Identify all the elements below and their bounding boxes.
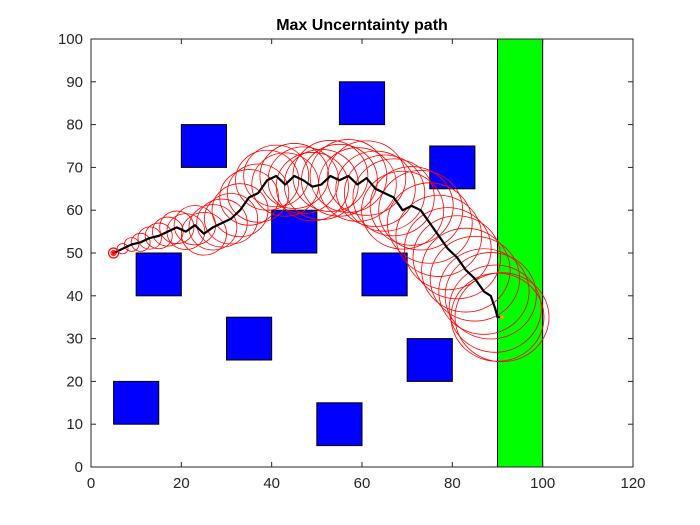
uncertainty-circle-5: [137, 226, 162, 250]
uncertainty-circle-27: [309, 139, 388, 213]
uncertainty-circle-32: [352, 158, 435, 237]
y-tick-label-40: 40: [66, 288, 83, 305]
uncertainty-circle-33: [361, 170, 445, 250]
robot-path: [113, 174, 503, 319]
uncertainty-circle-23: [275, 152, 349, 222]
obstacle-7: [226, 316, 273, 361]
x-tick-label-100: 100: [530, 475, 555, 492]
uncertainty-circle-40: [421, 227, 511, 313]
chart-title: Max Uncerntainty path: [276, 17, 448, 34]
uncertainty-circle-2: [116, 243, 129, 255]
goal-region: [497, 39, 544, 467]
y-tick-label-10: 10: [66, 416, 83, 433]
uncertainty-circle-44: [448, 264, 542, 353]
axis-ticks: 0 20 40 60 80 100 120 0 10 20 30 40 50 60 70 80 90 100: [58, 31, 646, 492]
y-tick-label-50: 50: [66, 245, 83, 262]
x-tick-label-20: 20: [173, 475, 190, 492]
y-tick-label-20: 20: [66, 373, 83, 390]
uncertainty-circle-18: [235, 149, 300, 211]
start-point: [111, 251, 116, 255]
y-tick-label-0: 0: [75, 459, 83, 476]
x-tick-label-120: 120: [620, 475, 645, 492]
uncertainty-circle-38: [404, 207, 492, 291]
obstacle-3: [429, 145, 476, 190]
uncertainty-circle-3: [124, 237, 140, 252]
y-tick-label-30: 30: [66, 331, 83, 348]
obstacle-2: [338, 81, 386, 126]
uncertainty-circle-34: [369, 166, 454, 246]
plot-content: [107, 39, 550, 467]
obstacle-9: [113, 380, 160, 425]
obstacle-10: [316, 402, 363, 447]
uncertainty-circle-4: [130, 232, 151, 252]
x-tick-label-0: 0: [87, 475, 95, 492]
obstacle-1: [180, 124, 227, 168]
uncertainty-circle-17: [227, 163, 290, 223]
uncertainty-circle-46: [454, 272, 550, 363]
uncertainty-circle-19: [243, 144, 310, 208]
end-marker: [500, 315, 505, 320]
obstacle-5: [135, 252, 182, 297]
y-tick-label-100: 100: [58, 31, 83, 48]
y-tick-label-60: 60: [66, 202, 83, 219]
x-tick-label-40: 40: [263, 475, 280, 492]
uncertainty-circle-43: [444, 252, 537, 340]
x-tick-label-80: 80: [444, 475, 461, 492]
uncertainty-circle-30: [335, 150, 416, 227]
uncertainty-circle-7: [152, 216, 184, 247]
uncertainty-circle-36: [386, 182, 473, 264]
start-marker: [107, 247, 120, 259]
uncertainty-circle-42: [438, 248, 530, 335]
uncertainty-circle-8: [159, 210, 195, 244]
uncertainty-circle-14: [203, 193, 259, 245]
uncertainty-circle-1: [110, 250, 117, 256]
y-tick-label-90: 90: [66, 74, 83, 91]
y-tick-label-80: 80: [66, 117, 83, 134]
obstacle-4: [271, 209, 318, 254]
y-tick-label-70: 70: [66, 159, 83, 176]
obstacle-8: [406, 338, 453, 382]
x-tick-label-60: 60: [354, 475, 371, 492]
obstacle-6: [361, 252, 408, 297]
uncertainty-circle-6: [144, 222, 173, 250]
uncertainty-circle-39: [412, 215, 502, 300]
uncertainty-circle-13: [196, 198, 248, 248]
uncertainty-circle-16: [219, 169, 279, 226]
uncertainty-circle-37: [395, 194, 483, 277]
